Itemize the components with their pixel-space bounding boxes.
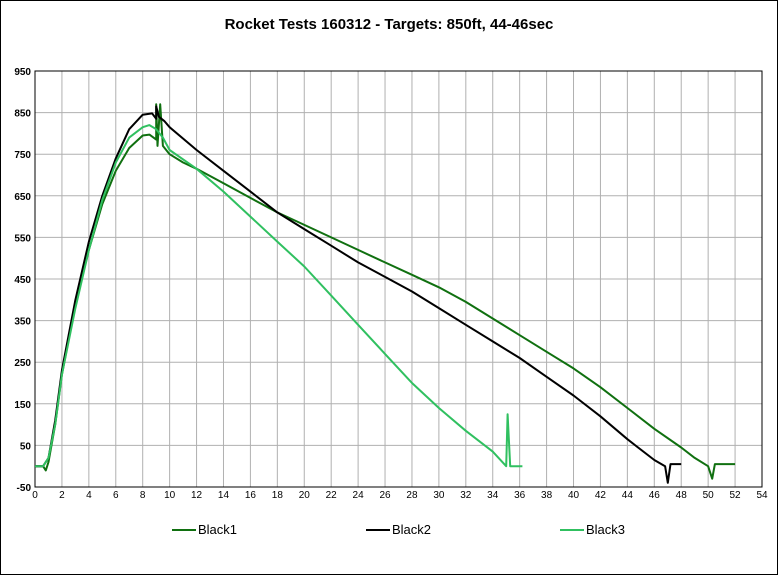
x-tick-label: 26 — [379, 490, 391, 501]
legend-swatch — [366, 529, 390, 531]
x-tick-label: 30 — [433, 490, 445, 501]
x-tick-label: 28 — [406, 490, 418, 501]
x-axis: 0 2 4 6 8 10 12 14 16 18 20 22 24 26 28 30 32 34 36 38 40 42 4… — [32, 490, 768, 501]
legend-label: Black2 — [392, 522, 432, 537]
x-tick-label: 54 — [756, 490, 768, 501]
x-tick-label: 20 — [299, 490, 311, 501]
x-tick-label: 44 — [622, 490, 634, 501]
y-tick-label: 850 — [14, 109, 31, 120]
legend-swatch — [560, 529, 584, 531]
x-tick-label: 36 — [514, 490, 526, 501]
x-tick-label: 16 — [245, 490, 257, 501]
series-line-black3 — [35, 124, 523, 468]
x-tick-label: 8 — [140, 490, 146, 501]
chart-title: Rocket Tests 160312 - Targets: 850ft, 44… — [224, 16, 554, 33]
x-tick-label: 24 — [353, 490, 365, 501]
x-tick-label: 22 — [326, 490, 338, 501]
x-tick-label: 52 — [730, 490, 742, 501]
legend-swatch — [172, 529, 196, 531]
x-tick-label: 42 — [595, 490, 607, 501]
legend-label: Black1 — [198, 522, 238, 537]
x-tick-label: 32 — [460, 490, 472, 501]
x-tick-label: 40 — [568, 490, 580, 501]
x-tick-label: 0 — [32, 490, 38, 501]
y-tick-label: 250 — [14, 358, 31, 369]
y-tick-label: 550 — [14, 233, 31, 244]
x-tick-label: 18 — [272, 490, 284, 501]
x-tick-label: 12 — [191, 490, 203, 501]
x-tick-label: 48 — [676, 490, 688, 501]
x-tick-label: 6 — [113, 490, 119, 501]
y-tick-label: -50 — [17, 483, 32, 494]
x-tick-label: 38 — [541, 490, 553, 501]
y-tick-label: 50 — [20, 441, 32, 452]
x-tick-label: 50 — [703, 490, 715, 501]
grid-lines — [34, 70, 763, 488]
y-tick-label: 750 — [14, 150, 31, 161]
y-tick-label: 950 — [14, 67, 31, 78]
series-line-black2 — [35, 105, 682, 484]
x-tick-label: 34 — [487, 490, 499, 501]
x-tick-label: 14 — [218, 490, 230, 501]
legend-label: Black3 — [586, 522, 626, 537]
y-tick-label: 650 — [14, 192, 31, 203]
x-tick-label: 10 — [164, 490, 176, 501]
series-lines — [35, 103, 736, 484]
x-tick-label: 46 — [649, 490, 661, 501]
y-axis: -50 50 150 250 350 450 550 650 750 850 950 — [14, 67, 31, 494]
x-tick-label: 4 — [86, 490, 92, 501]
y-tick-label: 350 — [14, 317, 31, 328]
plot-area — [34, 70, 763, 488]
y-tick-label: 150 — [14, 400, 31, 411]
x-tick-label: 2 — [59, 490, 65, 501]
y-tick-label: 450 — [14, 275, 31, 286]
